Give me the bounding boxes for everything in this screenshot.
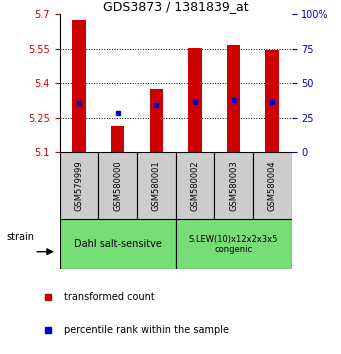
FancyBboxPatch shape [60, 152, 98, 219]
Text: percentile rank within the sample: percentile rank within the sample [64, 325, 229, 335]
Bar [111, 126, 124, 152]
Bar [188, 47, 202, 152]
Text: transformed count: transformed count [64, 292, 155, 302]
Bar [227, 45, 240, 152]
FancyBboxPatch shape [214, 152, 253, 219]
Bar [149, 89, 163, 152]
FancyBboxPatch shape [98, 152, 137, 219]
FancyBboxPatch shape [137, 152, 176, 219]
Text: GSM580002: GSM580002 [190, 160, 199, 211]
FancyBboxPatch shape [176, 152, 214, 219]
FancyBboxPatch shape [253, 152, 292, 219]
Text: GSM579999: GSM579999 [74, 160, 84, 211]
Text: strain: strain [6, 232, 34, 242]
Title: GDS3873 / 1381839_at: GDS3873 / 1381839_at [103, 0, 249, 13]
FancyBboxPatch shape [60, 219, 176, 269]
Bar [72, 20, 86, 152]
Text: Dahl salt-sensitve: Dahl salt-sensitve [74, 239, 162, 249]
Text: S.LEW(10)x12x2x3x5
congenic: S.LEW(10)x12x2x3x5 congenic [189, 235, 278, 254]
Bar [265, 50, 279, 152]
Text: GSM580000: GSM580000 [113, 160, 122, 211]
Text: GSM580004: GSM580004 [268, 160, 277, 211]
Text: GSM580003: GSM580003 [229, 160, 238, 211]
Text: GSM580001: GSM580001 [152, 160, 161, 211]
FancyBboxPatch shape [176, 219, 292, 269]
